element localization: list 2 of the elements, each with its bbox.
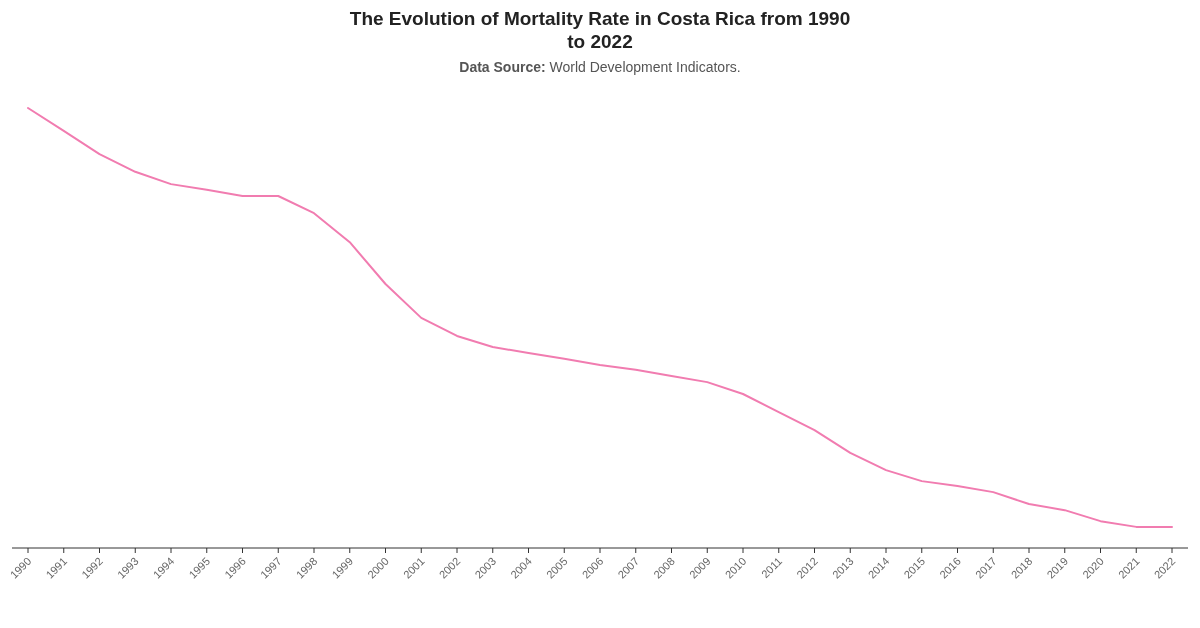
chart-subtitle: Data Source: World Development Indicators. — [459, 59, 741, 75]
chart-title: The Evolution of Mortality Rate in Costa Rica from 1990 to 2022 — [349, 8, 851, 52]
